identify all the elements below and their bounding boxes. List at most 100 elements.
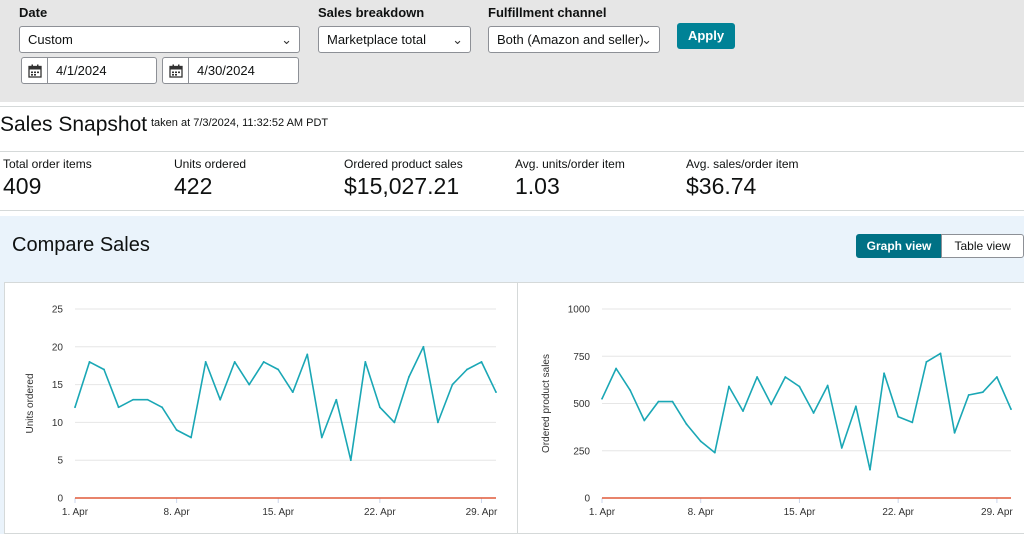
data-point: [629, 389, 632, 392]
data-point: [826, 384, 829, 387]
y-tick-label: 25: [52, 305, 64, 316]
series-line: [601, 352, 1012, 471]
data-point: [615, 367, 618, 370]
metric-avg-units-per-order-item: Avg. units/order item 1.03: [515, 157, 625, 200]
data-point: [756, 376, 759, 378]
data-point: [262, 361, 265, 363]
x-tick-label: 29. Apr: [466, 507, 498, 518]
snapshot-timestamp: taken at 7/3/2024, 11:32:52 AM PDT: [151, 117, 329, 129]
y-tick-label: 15: [52, 380, 64, 391]
data-point: [784, 376, 787, 378]
data-point: [1010, 408, 1012, 411]
x-tick-label: 1. Apr: [62, 507, 89, 518]
ordered-product-sales-chart-panel: 0 250 500 750 1000 1. Apr 8. Apr 15. Apr 22. Apr…: [517, 282, 1024, 534]
metric-label: Avg. units/order item: [515, 157, 625, 171]
data-point: [939, 352, 942, 355]
x-tick-label: 1. Apr: [589, 507, 616, 518]
fulfillment-channel-select[interactable]: Both (Amazon and seller) ⌄: [488, 26, 660, 53]
sales-breakdown-select[interactable]: Marketplace total ⌄: [318, 26, 471, 53]
data-point: [117, 406, 120, 409]
y-tick-label: 0: [57, 494, 63, 505]
table-view-button[interactable]: Table view: [941, 234, 1024, 258]
divider: [0, 151, 1024, 152]
end-date-value: 4/30/2024: [197, 63, 255, 78]
data-point: [742, 410, 744, 412]
y-axis-label: Units ordered: [25, 373, 36, 433]
x-tick-label: 29. Apr: [981, 507, 1013, 518]
apply-button[interactable]: Apply: [677, 23, 735, 49]
data-point: [770, 403, 773, 406]
x-tick-label: 22. Apr: [882, 507, 914, 518]
data-point: [132, 398, 134, 401]
y-tick-label: 1000: [568, 305, 591, 316]
data-point: [495, 391, 497, 394]
x-tick-label: 22. Apr: [364, 507, 396, 518]
data-point: [277, 368, 280, 371]
data-point: [335, 398, 338, 401]
data-point: [840, 447, 843, 449]
metric-ordered-product-sales: Ordered product sales $15,027.21: [344, 157, 463, 200]
divider: [0, 210, 1024, 211]
data-point: [699, 440, 702, 443]
data-point: [995, 376, 998, 378]
compare-sales-title: Compare Sales: [12, 234, 150, 256]
data-point: [204, 361, 207, 363]
metric-label: Ordered product sales: [344, 157, 463, 171]
metric-avg-sales-per-order-item: Avg. sales/order item $36.74: [686, 157, 799, 200]
metric-value: 409: [3, 173, 42, 199]
data-point: [306, 353, 309, 356]
data-point: [967, 394, 970, 396]
units-ordered-chart: 0 5 10 15 20 25 1. Apr 8. Apr 15. Apr 22. Apr 29. …: [25, 305, 498, 519]
sales-breakdown-label: Sales breakdown: [318, 5, 425, 20]
data-point: [451, 383, 454, 386]
data-point: [219, 398, 222, 401]
date-range-value: Custom: [28, 32, 73, 47]
sales-snapshot-title: Sales Snapshot: [0, 113, 148, 136]
data-point: [925, 361, 928, 363]
chevron-down-icon: ⌄: [452, 32, 463, 47]
metric-label: Avg. sales/order item: [686, 157, 799, 171]
data-point: [248, 383, 251, 386]
end-date-field[interactable]: 4/30/2024: [162, 57, 299, 84]
graph-view-button[interactable]: Graph view: [856, 234, 942, 258]
metric-value: $36.74: [686, 173, 757, 199]
metric-value: 422: [174, 173, 213, 199]
sales-breakdown-value: Marketplace total: [327, 32, 426, 47]
x-tick-label: 8. Apr: [688, 507, 715, 518]
data-point: [161, 406, 164, 409]
calendar-icon[interactable]: [163, 58, 189, 83]
data-point: [422, 345, 425, 348]
metric-total-order-items: Total order items 409: [3, 157, 92, 200]
data-point: [466, 368, 468, 371]
date-range-select[interactable]: Custom ⌄: [19, 26, 300, 53]
data-point: [190, 436, 193, 439]
ordered-product-sales-chart: 0 250 500 750 1000 1. Apr 8. Apr 15. Apr 22. Apr…: [541, 305, 1013, 519]
y-tick-label: 5: [57, 456, 63, 467]
fulfillment-channel-label: Fulfillment channel: [488, 5, 607, 20]
start-date-field[interactable]: 4/1/2024: [21, 57, 157, 84]
chevron-down-icon: ⌄: [641, 32, 652, 47]
metric-value: $15,027.21: [344, 173, 460, 199]
series-line: [74, 345, 497, 461]
metric-value: 1.03: [515, 173, 560, 199]
data-point: [798, 385, 801, 388]
x-tick-label: 8. Apr: [164, 507, 191, 518]
date-label: Date: [19, 5, 48, 20]
y-tick-label: 500: [573, 399, 590, 410]
data-point: [671, 400, 674, 403]
data-point: [869, 468, 871, 471]
calendar-icon[interactable]: [22, 58, 48, 83]
metric-label: Total order items: [3, 157, 92, 171]
data-point: [291, 391, 294, 394]
data-point: [88, 361, 91, 363]
y-tick-label: 250: [573, 446, 590, 457]
data-point: [883, 372, 885, 375]
data-point: [378, 406, 381, 409]
y-tick-label: 20: [52, 342, 64, 353]
y-tick-label: 0: [584, 494, 590, 505]
data-point: [437, 421, 439, 424]
x-tick-label: 15. Apr: [262, 507, 294, 518]
data-point: [897, 415, 900, 418]
y-axis-label: Ordered product sales: [541, 354, 552, 453]
data-point: [981, 391, 984, 394]
